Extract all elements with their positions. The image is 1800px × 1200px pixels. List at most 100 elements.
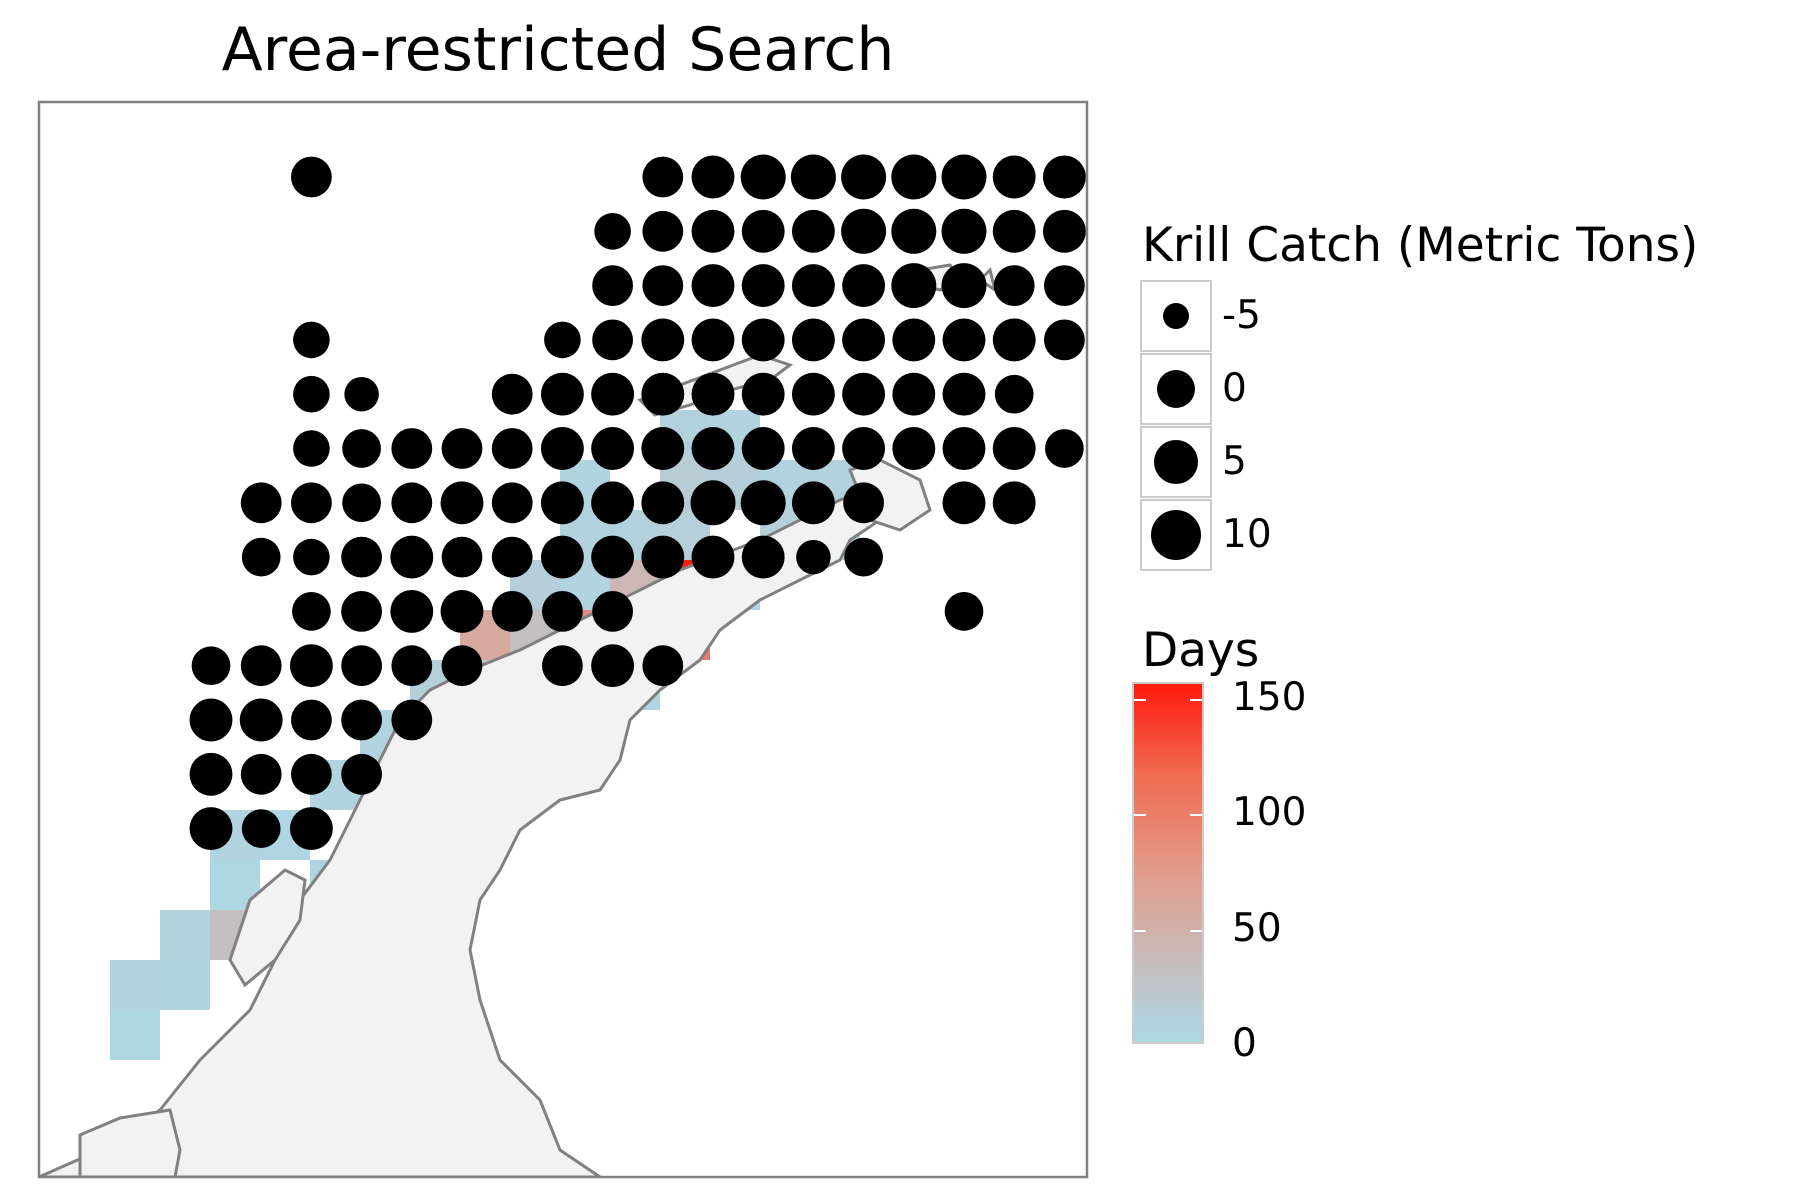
size-key-label: 5 — [1222, 439, 1247, 484]
size-key — [1140, 280, 1212, 352]
catch-point — [1042, 155, 1086, 199]
catch-point — [994, 374, 1034, 414]
catch-point — [641, 481, 685, 525]
catch-point — [842, 372, 886, 416]
color-tick-label: 0 — [1232, 1021, 1257, 1066]
catch-point — [491, 536, 533, 578]
catch-point — [540, 535, 584, 579]
catch-point — [591, 481, 635, 525]
catch-point — [842, 427, 886, 470]
catch-point — [240, 645, 282, 687]
catch-point — [641, 372, 685, 416]
catch-point — [441, 536, 483, 578]
catch-point — [291, 482, 332, 524]
catch-point — [942, 318, 986, 362]
catch-point — [291, 156, 332, 198]
catch-point — [992, 481, 1036, 525]
size-key-label: -5 — [1222, 293, 1261, 338]
catch-point — [291, 753, 332, 795]
catch-point — [491, 482, 533, 524]
catch-point — [642, 265, 684, 306]
catch-point — [843, 482, 884, 524]
size-key — [1140, 426, 1212, 498]
catch-point — [741, 209, 785, 253]
catch-point — [591, 644, 635, 688]
catch-point — [293, 375, 330, 413]
catch-point — [542, 591, 583, 632]
colorbar-tick — [1134, 1045, 1146, 1047]
catch-point — [390, 589, 434, 633]
catch-point — [341, 591, 382, 632]
colorbar-tick — [1190, 929, 1202, 932]
colorbar-tick — [1190, 699, 1202, 701]
catch-point — [841, 154, 887, 200]
catch-point — [344, 376, 379, 412]
days-cell — [110, 1010, 160, 1060]
catch-point — [641, 318, 685, 362]
catch-point — [191, 646, 231, 686]
size-key-dot — [1157, 370, 1195, 408]
catch-point — [542, 645, 583, 687]
size-key-dot — [1163, 303, 1189, 329]
catch-point — [642, 210, 684, 252]
catch-point — [591, 535, 635, 579]
catch-point — [844, 537, 883, 577]
catch-point — [390, 535, 434, 579]
catch-point — [691, 264, 735, 308]
catch-point — [241, 537, 281, 577]
catch-point — [741, 535, 785, 579]
catch-point — [641, 427, 685, 470]
catch-point — [540, 481, 584, 525]
catch-point — [240, 482, 282, 524]
catch-point — [592, 319, 633, 361]
catch-point — [291, 699, 332, 741]
colorbar-tick — [1134, 699, 1146, 701]
catch-point — [1044, 319, 1085, 361]
catch-point — [641, 535, 685, 579]
catch-point — [992, 318, 1036, 362]
colorbar-tick — [1134, 929, 1146, 932]
catch-point — [791, 264, 835, 308]
catch-point — [341, 536, 382, 578]
catch-point — [441, 645, 483, 687]
catch-point — [791, 318, 835, 362]
catch-point — [544, 321, 581, 359]
catch-point — [391, 482, 433, 524]
catch-point — [691, 535, 735, 579]
catch-point — [189, 807, 233, 851]
catch-point — [189, 752, 233, 796]
catch-point — [691, 155, 735, 199]
catch-point — [293, 538, 330, 576]
catch-point — [391, 428, 433, 469]
catch-point — [790, 154, 836, 200]
catch-point — [892, 318, 936, 362]
catch-point — [691, 209, 735, 253]
catch-point — [1045, 429, 1084, 468]
size-key — [1140, 353, 1212, 425]
catch-point — [941, 263, 987, 309]
catch-point — [292, 592, 331, 631]
catch-point — [591, 372, 635, 416]
catch-point — [441, 428, 483, 469]
catch-point — [642, 645, 684, 687]
catch-point — [239, 698, 283, 742]
catch-point — [992, 209, 1036, 253]
catch-point — [992, 427, 1036, 470]
catch-point — [491, 373, 533, 415]
size-key-dot — [1151, 510, 1201, 560]
catch-point — [440, 481, 484, 525]
size-legend-title: Krill Catch (Metric Tons) — [1142, 218, 1699, 273]
coastline-island — [78, 1108, 182, 1177]
color-tick-label: 100 — [1232, 790, 1307, 836]
catch-point — [1042, 209, 1086, 253]
catch-point — [992, 155, 1036, 199]
catch-point — [341, 753, 382, 795]
catch-point — [594, 213, 631, 250]
color-legend-title: Days — [1142, 623, 1260, 678]
catch-point — [741, 427, 785, 470]
catch-point — [993, 265, 1035, 306]
catch-point — [293, 321, 330, 359]
catch-point — [241, 809, 281, 848]
catch-point — [791, 372, 835, 416]
